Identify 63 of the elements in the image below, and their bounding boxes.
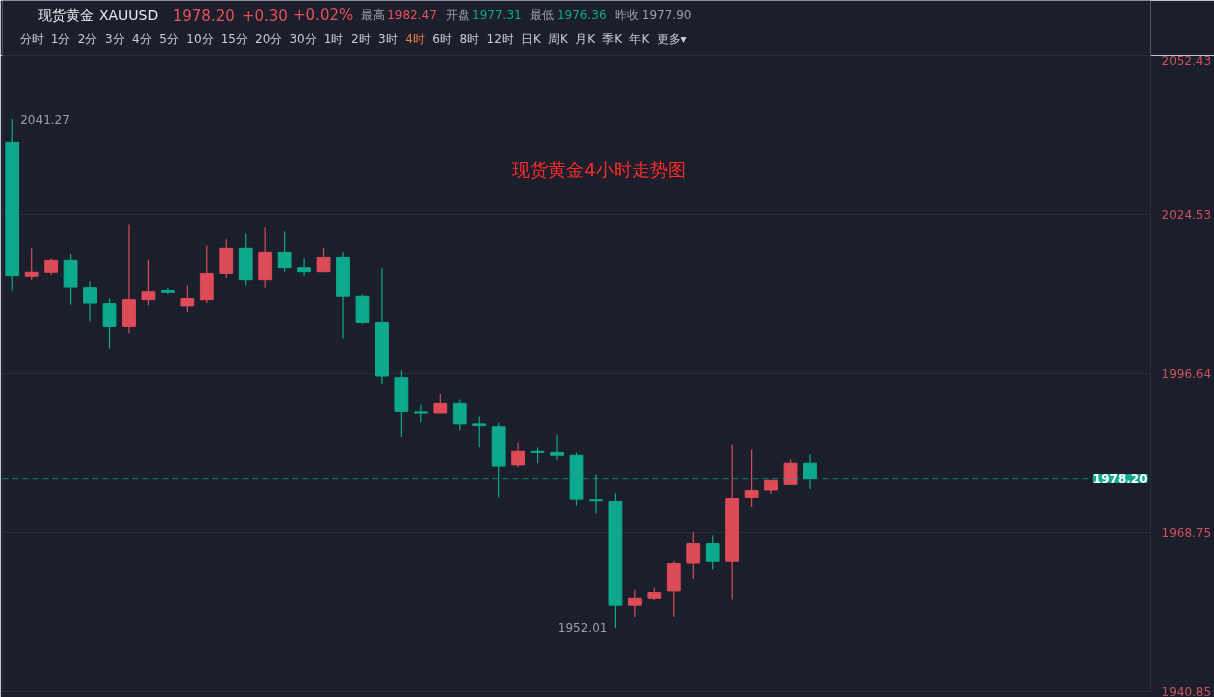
y-tick-label: 2024.53 <box>1161 208 1212 223</box>
text: 年K <box>629 31 651 46</box>
text: 现货黄金4小时走势图 <box>512 159 686 181</box>
text: 1时 <box>323 31 344 46</box>
text: 更多▾ <box>656 31 687 46</box>
candlestick <box>744 448 759 508</box>
candlestick <box>686 531 701 580</box>
text: 开盘 <box>445 7 470 22</box>
candlestick <box>627 589 642 618</box>
text: 月K <box>575 31 597 46</box>
candlestick <box>452 398 467 431</box>
ref-line-label: 1978.20 <box>1092 472 1148 487</box>
text: 10分 <box>186 31 214 46</box>
text: 1977.90 <box>641 8 692 22</box>
candlestick <box>180 284 195 313</box>
text: 15分 <box>220 31 248 46</box>
text: 2时 <box>350 31 371 46</box>
text: 1978.20 <box>172 6 235 25</box>
candlestick <box>277 230 292 273</box>
text: 1977.31 <box>472 8 522 22</box>
text: 最高 <box>360 7 385 22</box>
text: 1分 <box>50 31 71 46</box>
chart-title: 现货黄金 XAUUSD <box>38 6 159 23</box>
text: 1982.47 <box>387 8 437 22</box>
text: 2分 <box>77 31 98 46</box>
text: 昨收 <box>615 7 640 22</box>
candlestick <box>297 257 312 277</box>
y-tick-label: 2052.43 <box>1161 53 1212 68</box>
text: +0.30 <box>241 6 288 25</box>
text: 分时 <box>19 31 44 46</box>
text: 12时 <box>486 31 514 46</box>
candlestick <box>141 259 156 306</box>
text: 3分 <box>104 31 125 46</box>
candlestick <box>783 458 798 485</box>
y-tick-label: 1968.75 <box>1161 525 1212 540</box>
text: 5分 <box>159 31 179 46</box>
candlestick <box>24 247 39 281</box>
y-tick-label: 1940.85 <box>1161 685 1212 697</box>
candlestick <box>589 474 603 514</box>
text: 日K <box>520 31 542 46</box>
text: 季K <box>602 31 624 46</box>
text: 8时 <box>459 31 480 46</box>
candlestick <box>803 453 817 490</box>
text: 6时 <box>432 31 452 46</box>
candlestick <box>433 393 448 414</box>
text: 周K <box>548 31 570 46</box>
text: 1976.36 <box>556 8 607 22</box>
candlestick <box>102 297 117 350</box>
candlestick <box>83 280 97 322</box>
text: 20分 <box>255 31 283 46</box>
text: 4分 <box>132 31 152 46</box>
text: 3时 <box>378 31 398 46</box>
text: +0.02% <box>293 5 354 24</box>
annotation: 1952.01 <box>557 621 608 636</box>
text: 最低 <box>530 7 555 22</box>
annotation: 2041.27 <box>20 112 70 127</box>
text: 30分 <box>289 31 317 46</box>
text: 4时 <box>405 31 425 46</box>
candlestick <box>705 535 720 570</box>
y-tick-label: 1996.64 <box>1161 367 1212 381</box>
candlestick <box>472 415 487 448</box>
candlestick <box>550 434 564 461</box>
candlestick <box>511 442 526 468</box>
